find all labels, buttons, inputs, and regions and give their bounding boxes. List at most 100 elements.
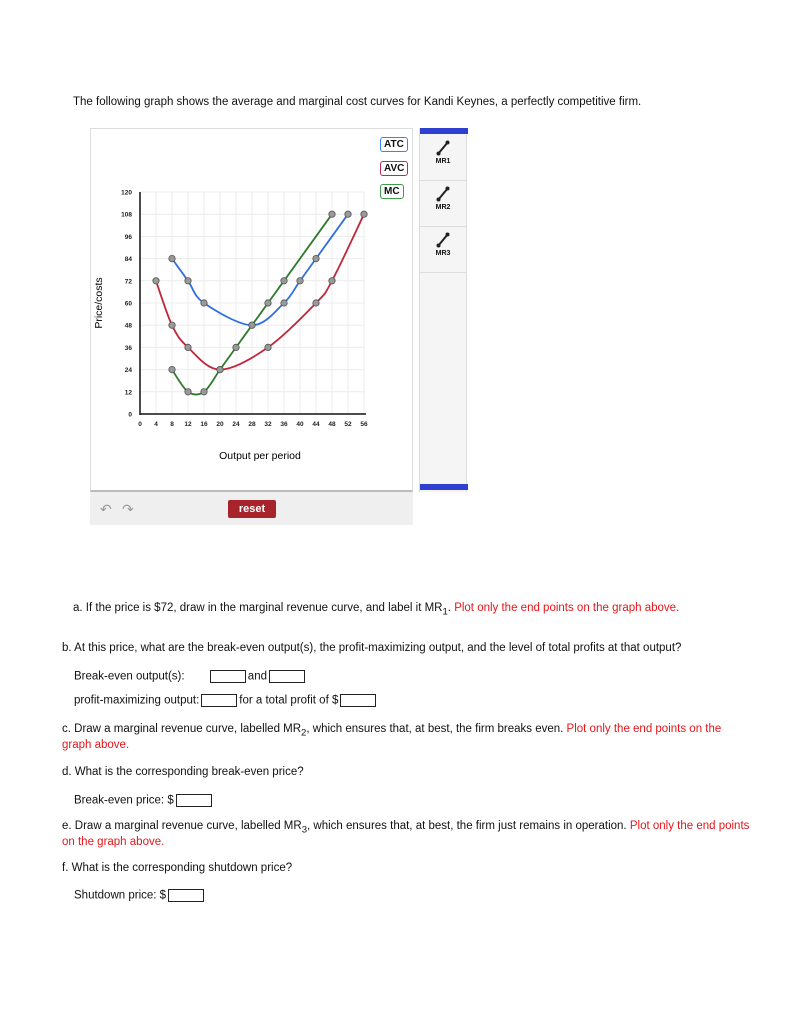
x-tick-label: 36: [280, 421, 288, 428]
total-profit-label: for a total profit of $: [239, 694, 339, 707]
point-atc[interactable]: [344, 210, 352, 218]
x-tick-label: 0: [138, 421, 142, 428]
y-tick-label: 12: [125, 389, 133, 396]
legend-avc[interactable]: AVC: [380, 161, 409, 176]
y-tick-label: 96: [125, 234, 133, 241]
y-tick-label: 60: [125, 301, 133, 308]
y-tick-label: 120: [121, 190, 132, 197]
point-avc[interactable]: [152, 277, 160, 285]
point-avc[interactable]: [312, 299, 320, 307]
line-tool-icon: [436, 186, 450, 202]
question-d: d. What is the corresponding break-even …: [62, 766, 304, 778]
point-avc[interactable]: [184, 343, 192, 351]
shutdown-price-row: Shutdown price: $: [74, 889, 206, 902]
curve-atc: [171, 213, 349, 327]
y-tick-label: 0: [128, 412, 132, 419]
breakeven-output-1-input[interactable]: [209, 670, 246, 683]
y-axis-label: Price/costs: [93, 277, 105, 328]
point-mc[interactable]: [184, 388, 192, 396]
legend-atc[interactable]: ATC: [380, 137, 408, 152]
question-c-text: c. Draw a marginal revenue curve, labell…: [62, 723, 302, 735]
total-profit-input[interactable]: [340, 694, 377, 707]
x-tick-label: 20: [216, 421, 224, 428]
x-tick-label: 4: [154, 421, 158, 428]
point-mc[interactable]: [328, 210, 336, 218]
question-a-instruction: Plot only the end points on the graph ab…: [454, 602, 680, 614]
question-c-text2: , which ensures that, at best, the firm …: [306, 723, 564, 735]
question-e-text: e. Draw a marginal revenue curve, labell…: [62, 820, 302, 832]
question-c: c. Draw a marginal revenue curve, labell…: [62, 723, 721, 738]
point-avc[interactable]: [328, 277, 336, 285]
breakeven-row: Break-even output(s): and: [74, 670, 307, 683]
question-a: a. If the price is $72, draw in the marg…: [73, 602, 680, 618]
point-mc[interactable]: [216, 365, 224, 374]
question-e-instruction: Plot only the end points: [629, 820, 750, 832]
tool-label: MR1: [435, 158, 451, 165]
point-mc[interactable]: [280, 277, 288, 285]
point-atc[interactable]: [296, 277, 304, 285]
breakeven-price-input[interactable]: [175, 794, 212, 807]
question-e-sub: 3: [301, 824, 308, 836]
x-tick-label: 56: [360, 421, 368, 428]
question-c-sub: 2: [301, 727, 307, 739]
question-e: e. Draw a marginal revenue curve, labell…: [62, 820, 749, 835]
y-tick-label: 48: [125, 323, 133, 330]
x-tick-label: 16: [200, 421, 208, 428]
redo-icon[interactable]: ↷: [122, 501, 134, 517]
shutdown-price-input[interactable]: [168, 889, 205, 902]
profitmax-output-input[interactable]: [201, 694, 238, 707]
breakeven-price-row: Break-even price: $: [74, 794, 214, 807]
breakeven-output-2-input[interactable]: [268, 670, 305, 683]
point-avc[interactable]: [168, 321, 176, 329]
tool-mr3[interactable]: MR3: [420, 226, 466, 273]
question-c-instruction: Plot only the end points on the: [566, 723, 722, 735]
x-tick-label: 40: [296, 421, 304, 428]
undo-icon[interactable]: ↶: [100, 501, 112, 517]
x-tick-label: 8: [170, 421, 174, 428]
profitmax-row: profit-maximizing output: for a total pro…: [74, 694, 378, 707]
breakeven-price-label: Break-even price: $: [74, 794, 174, 807]
tool-label: MR3: [435, 250, 451, 257]
point-atc[interactable]: [280, 299, 288, 307]
point-mc[interactable]: [200, 388, 208, 396]
palette-scroll-up[interactable]: [420, 128, 468, 134]
line-tool-icon: [436, 232, 450, 248]
point-atc[interactable]: [200, 299, 208, 307]
point-avc[interactable]: [264, 343, 272, 351]
y-tick-label: 36: [125, 345, 133, 352]
y-tick-label: 108: [121, 212, 132, 219]
x-tick-label: 24: [232, 421, 240, 428]
cost-curves-chart: 0 4 8 12 16 20 24 28 32 36 40 44 48 52 560122436486072…: [93, 190, 368, 463]
point-mc[interactable]: [264, 299, 272, 307]
question-f: f. What is the corresponding shutdown pr…: [62, 862, 293, 874]
palette-scroll-down[interactable]: [420, 484, 468, 490]
question-e-instruction-2: on the graph above.: [62, 836, 165, 848]
point-mc[interactable]: [248, 321, 256, 329]
point-atc[interactable]: [312, 255, 320, 263]
reset-button[interactable]: reset: [228, 500, 276, 518]
shutdown-price-label: Shutdown price: $: [74, 889, 167, 902]
point-atc[interactable]: [184, 277, 192, 285]
graph-toolbar: ↶ ↷ reset: [90, 492, 413, 525]
y-tick-label: 24: [125, 367, 133, 374]
tool-label: MR2: [435, 204, 451, 211]
x-tick-label: 44: [312, 421, 320, 428]
tool-palette: MR1 MR2 MR3: [419, 128, 468, 492]
y-tick-label: 72: [125, 278, 133, 285]
point-atc[interactable]: [168, 255, 176, 263]
tool-mr1[interactable]: MR1: [420, 134, 466, 181]
point-avc[interactable]: [360, 210, 368, 218]
x-axis-label: Output per period: [219, 450, 301, 462]
x-tick-label: 48: [328, 421, 336, 428]
x-tick-label: 32: [264, 421, 272, 428]
profitmax-label: profit-maximizing output:: [74, 694, 200, 707]
y-tick-label: 84: [125, 256, 133, 263]
legend-mc[interactable]: MC: [380, 184, 404, 199]
question-a-sub: 1: [442, 606, 448, 618]
tool-mr2[interactable]: MR2: [420, 180, 466, 227]
and-label: and: [247, 670, 267, 683]
point-mc[interactable]: [168, 365, 176, 374]
point-mc[interactable]: [232, 343, 240, 351]
intro-text: The following graph shows the average an…: [73, 96, 642, 108]
